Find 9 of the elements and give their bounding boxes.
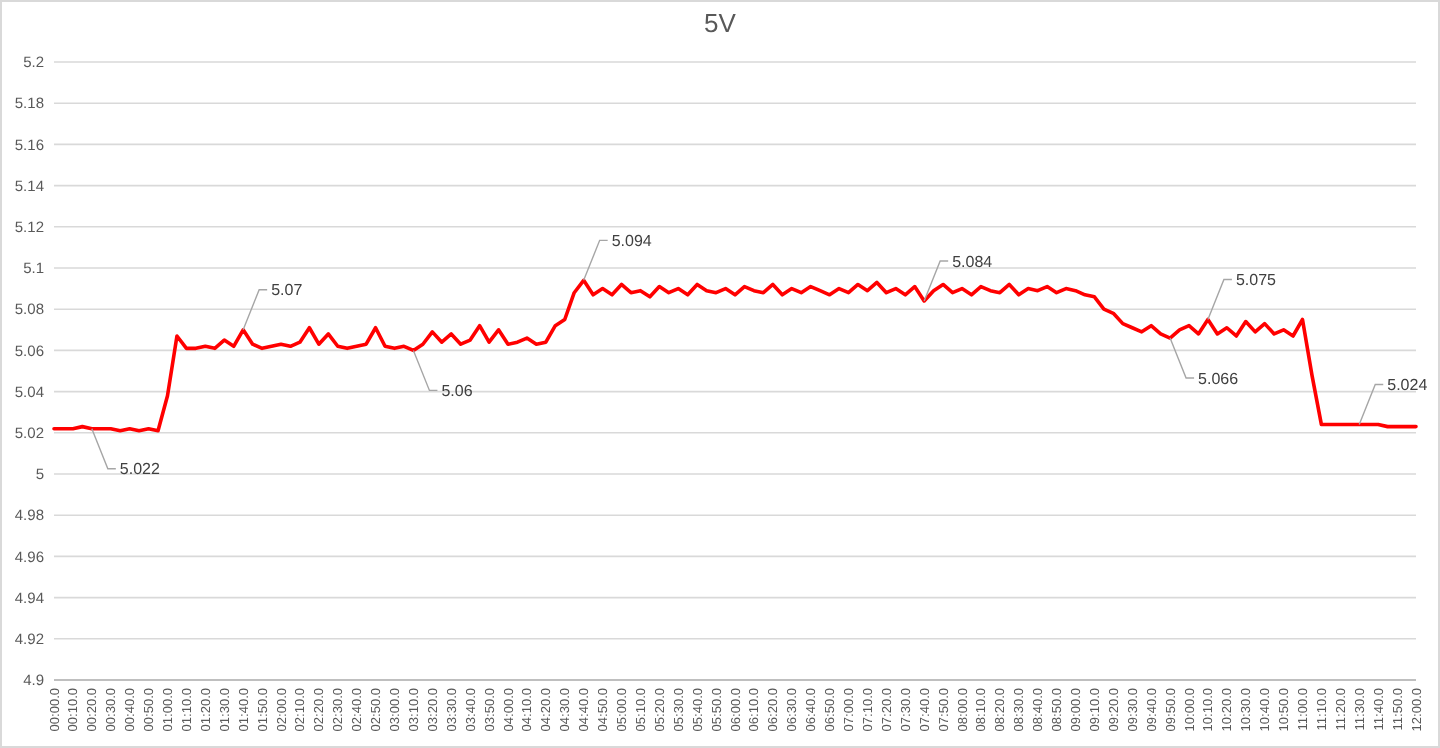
annotation: 5.084 [952, 252, 994, 271]
annotation: 5.07 [271, 281, 304, 300]
annotation: 5.024 [1387, 376, 1429, 395]
chart-title: 5V [704, 8, 737, 38]
annotation: 5.022 [119, 460, 161, 479]
annotation: 5.066 [1198, 369, 1240, 388]
annotation: 5.06 [441, 382, 474, 400]
annotation: 5.075 [1235, 271, 1278, 290]
annotation: 5.094 [611, 231, 653, 250]
